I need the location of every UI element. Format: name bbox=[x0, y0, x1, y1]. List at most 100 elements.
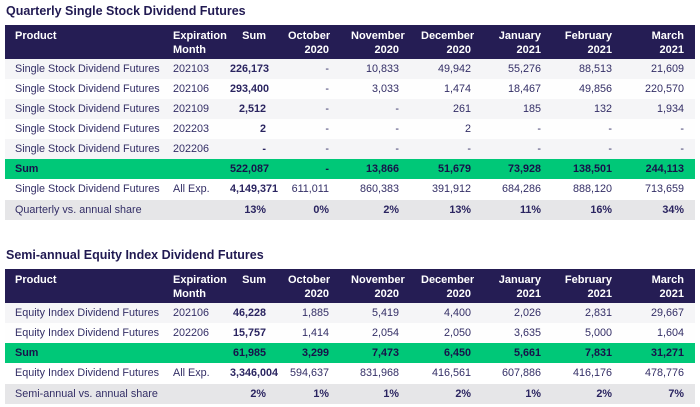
header-row: Product Expiration Month Sum October 2020 No… bbox=[5, 25, 695, 59]
cell: 202106 bbox=[163, 303, 219, 323]
cell: 13,866 bbox=[340, 159, 410, 179]
cell: 293,400 bbox=[219, 79, 277, 99]
cell: 0% bbox=[277, 199, 340, 220]
share-row: Quarterly vs. annual share 13% 0% 2% 13% 11% 1… bbox=[5, 199, 695, 220]
cell: 2,050 bbox=[410, 323, 482, 343]
cell: - bbox=[277, 79, 340, 99]
cell: 478,776 bbox=[623, 363, 695, 384]
cell: 4,149,371 bbox=[219, 179, 278, 200]
cell: - bbox=[340, 99, 410, 119]
share-row: Semi-annual vs. annual share 2% 1% 1% 2% 1% 2%… bbox=[5, 383, 695, 404]
header-row: Product Expiration Month Sum October 2020 No… bbox=[5, 269, 695, 303]
cell: 5,000 bbox=[552, 323, 623, 343]
cell: 202109 bbox=[163, 99, 219, 119]
cell: Single Stock Dividend Futures bbox=[5, 79, 163, 99]
cell: - bbox=[410, 139, 482, 159]
cell: 138,501 bbox=[552, 159, 623, 179]
column-header: February 2021 bbox=[552, 269, 623, 303]
cell: 2% bbox=[340, 199, 410, 220]
cell: Single Stock Dividend Futures bbox=[5, 99, 163, 119]
cell: 1,934 bbox=[623, 99, 695, 119]
cell: 244,113 bbox=[623, 159, 695, 179]
cell: 49,856 bbox=[552, 79, 623, 99]
column-header: February 2021 bbox=[552, 25, 623, 59]
cell: 13% bbox=[410, 199, 482, 220]
cell: Quarterly vs. annual share bbox=[5, 199, 163, 220]
column-header: Sum bbox=[219, 25, 277, 59]
cell: All Exp. bbox=[163, 363, 219, 384]
sum-row: Sum 522,087-13,866 51,679 73,928 138,501 244,… bbox=[5, 159, 695, 179]
cell: 202203 bbox=[163, 119, 219, 139]
cell: 6,450 bbox=[410, 343, 482, 363]
cell: 46,228 bbox=[219, 303, 277, 323]
table-row: Single Stock Dividend Futures 202203 2- -2-… bbox=[5, 119, 695, 139]
cell: 18,467 bbox=[482, 79, 552, 99]
cell bbox=[163, 383, 219, 404]
cell: - bbox=[277, 59, 340, 79]
column-header: Product bbox=[5, 269, 163, 303]
cell: - bbox=[552, 139, 623, 159]
cell: 1% bbox=[482, 383, 552, 404]
cell: 594,637 bbox=[277, 363, 340, 384]
cell: - bbox=[277, 119, 340, 139]
cell: 261 bbox=[410, 99, 482, 119]
cell: - bbox=[623, 119, 695, 139]
cell: Equity Index Dividend Futures bbox=[5, 363, 163, 384]
cell: 607,886 bbox=[482, 363, 552, 384]
cell: Semi-annual vs. annual share bbox=[5, 383, 163, 404]
cell: 202103 bbox=[163, 59, 219, 79]
table-row: Single Stock Dividend Futures 202206- - - - -… bbox=[5, 139, 695, 159]
cell: 1,604 bbox=[623, 323, 695, 343]
column-header: December 2020 bbox=[410, 25, 482, 59]
cell: 3,635 bbox=[482, 323, 552, 343]
cell: 3,033 bbox=[340, 79, 410, 99]
cell: 132 bbox=[552, 99, 623, 119]
cell: All Exp. bbox=[163, 179, 219, 200]
cell: - bbox=[552, 119, 623, 139]
cell: 51,679 bbox=[410, 159, 482, 179]
cell: - bbox=[482, 139, 552, 159]
column-header: March 2021 bbox=[623, 269, 695, 303]
cell: 202206 bbox=[163, 323, 219, 343]
cell: 2 bbox=[219, 119, 277, 139]
cell: Single Stock Dividend Futures bbox=[5, 59, 163, 79]
cell: 31,271 bbox=[623, 343, 695, 363]
cell: 49,942 bbox=[410, 59, 482, 79]
column-header: December 2020 bbox=[410, 269, 482, 303]
cell: 55,276 bbox=[482, 59, 552, 79]
cell: 202106 bbox=[163, 79, 219, 99]
cell: - bbox=[340, 119, 410, 139]
column-header: October 2020 bbox=[277, 25, 340, 59]
cell: 611,011 bbox=[277, 179, 340, 200]
column-header: March 2021 bbox=[623, 25, 695, 59]
cell: 3,346,004 bbox=[219, 363, 278, 384]
cell: 2% bbox=[552, 383, 623, 404]
cell: 5,661 bbox=[482, 343, 552, 363]
column-header: Product bbox=[5, 25, 163, 59]
cell: 1,414 bbox=[277, 323, 340, 343]
quarterly-single-stock-table: Product Expiration Month Sum October 2020 No… bbox=[5, 25, 695, 220]
column-header: Expiration Month bbox=[163, 269, 227, 303]
cell: 888,120 bbox=[552, 179, 623, 200]
cell: Single Stock Dividend Futures bbox=[5, 179, 163, 200]
cell: 15,757 bbox=[219, 323, 277, 343]
cell: 29,667 bbox=[623, 303, 695, 323]
cell: - bbox=[340, 139, 410, 159]
cell: 16% bbox=[552, 199, 623, 220]
cell: 226,173 bbox=[219, 59, 277, 79]
cell: 1,474 bbox=[410, 79, 482, 99]
semiannual-table-title: Semi-annual Equity Index Dividend Future… bbox=[6, 248, 264, 262]
table-row: Single Stock Dividend Futures 202109 2,512… bbox=[5, 99, 695, 119]
cell: 1,885 bbox=[277, 303, 340, 323]
cell: 61,985 bbox=[219, 343, 277, 363]
cell: - bbox=[277, 139, 340, 159]
cell: 185 bbox=[482, 99, 552, 119]
cell: 220,570 bbox=[623, 79, 695, 99]
cell: - bbox=[482, 119, 552, 139]
cell: 34% bbox=[623, 199, 695, 220]
cell: 1% bbox=[277, 383, 340, 404]
cell: 2,026 bbox=[482, 303, 552, 323]
cell: Equity Index Dividend Futures bbox=[5, 303, 163, 323]
column-header: Sum bbox=[219, 269, 277, 303]
cell: 416,176 bbox=[552, 363, 623, 384]
